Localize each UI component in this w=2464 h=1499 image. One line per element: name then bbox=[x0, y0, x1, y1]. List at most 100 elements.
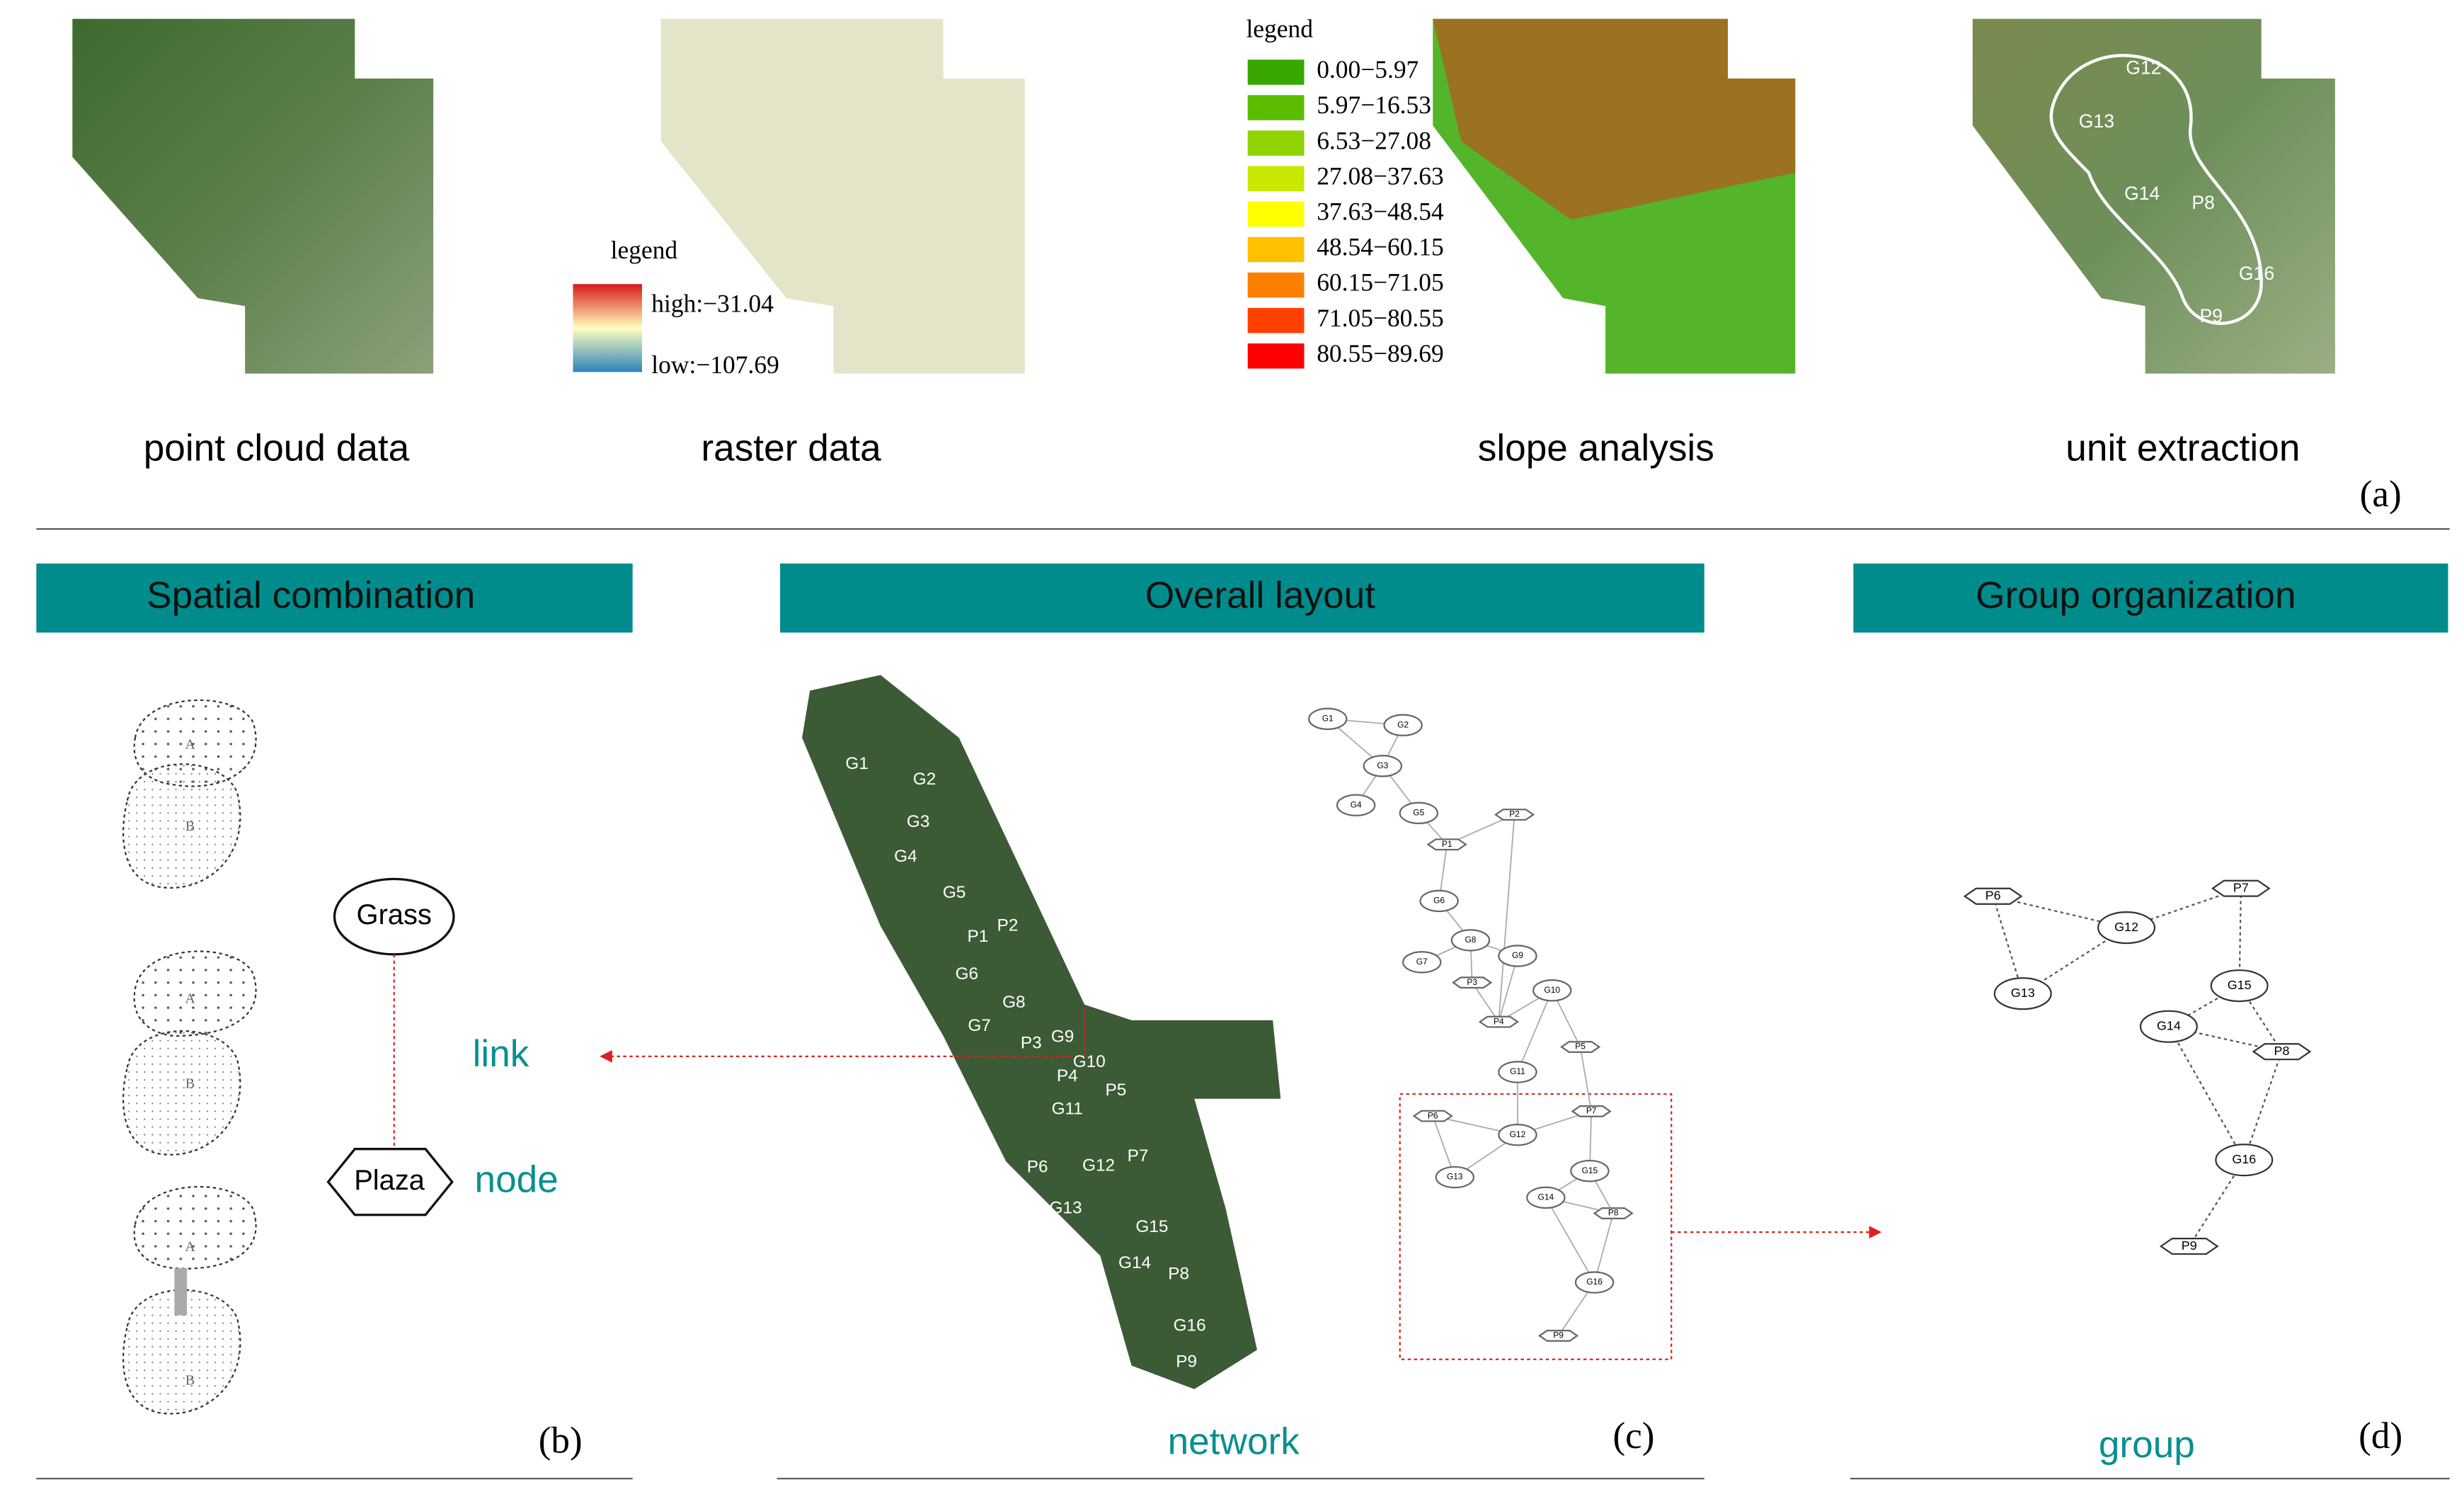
plaza-node bbox=[326, 1148, 454, 1216]
panel-label: (b) bbox=[539, 1420, 583, 1461]
hex-node bbox=[2211, 879, 2271, 897]
group-edge bbox=[1992, 896, 2024, 994]
ellipse-node bbox=[1363, 755, 1403, 777]
ellipse-node bbox=[1526, 1186, 1566, 1209]
node-label: Plaza bbox=[354, 1165, 425, 1196]
legend-swatch bbox=[1247, 95, 1305, 120]
map-label: G11 bbox=[1052, 1100, 1083, 1119]
hex-node bbox=[1593, 1207, 1634, 1219]
map-label: G3 bbox=[907, 812, 930, 831]
panel-a-images bbox=[72, 18, 2335, 374]
legend-label: 48.54−60.15 bbox=[1317, 233, 1444, 261]
unit-label: P9 bbox=[2199, 305, 2223, 326]
hex-node bbox=[1560, 1041, 1601, 1053]
node-label: P5 bbox=[1575, 1042, 1586, 1051]
hex-node bbox=[1478, 1015, 1519, 1028]
node-label: P4 bbox=[1494, 1016, 1504, 1026]
header-text: Group organization bbox=[1976, 575, 2296, 617]
ellipse-node bbox=[2139, 1010, 2198, 1043]
point-cloud-image bbox=[72, 18, 434, 374]
header-box bbox=[780, 563, 1704, 633]
image-caption: raster data bbox=[701, 427, 881, 469]
area-letter: A bbox=[185, 1239, 195, 1255]
ellipse-node bbox=[1532, 979, 1572, 1002]
map-label: G13 bbox=[1049, 1198, 1082, 1217]
raster-image bbox=[660, 18, 1025, 374]
ellipse-node bbox=[2097, 911, 2156, 945]
area-b bbox=[122, 1030, 241, 1156]
area-letter: A bbox=[185, 991, 195, 1007]
ellipse-node bbox=[1419, 889, 1459, 913]
header-box bbox=[36, 563, 633, 633]
ellipse-node bbox=[1308, 707, 1348, 731]
network-edge bbox=[1579, 1047, 1593, 1112]
map-label: P8 bbox=[1168, 1264, 1189, 1283]
node-label: G3 bbox=[1377, 760, 1388, 770]
map-label: G15 bbox=[1135, 1217, 1168, 1236]
hex-node bbox=[1538, 1330, 1579, 1342]
legend-label: 37.63−48.54 bbox=[1317, 198, 1444, 226]
image-caption: point cloud data bbox=[144, 427, 410, 469]
unit-label: G14 bbox=[2124, 183, 2160, 204]
caption: network bbox=[1168, 1420, 1300, 1462]
map-label: P3 bbox=[1021, 1034, 1042, 1053]
legend-label: low:−107.69 bbox=[651, 350, 779, 379]
node-label: P8 bbox=[2274, 1044, 2290, 1058]
legend-swatch bbox=[1247, 166, 1305, 192]
hex-node bbox=[1412, 1110, 1453, 1122]
area-letter: B bbox=[185, 1372, 195, 1388]
network-edge bbox=[1498, 814, 1515, 1022]
ellipse-node bbox=[1570, 1159, 1610, 1182]
node-label: G16 bbox=[2232, 1152, 2256, 1166]
map-label: G14 bbox=[1118, 1253, 1151, 1272]
network-edge bbox=[1545, 1197, 1595, 1283]
legend-swatch bbox=[1247, 236, 1305, 263]
node-label: Grass bbox=[357, 899, 432, 930]
ellipse-node bbox=[1498, 945, 1537, 967]
hex-node bbox=[1426, 838, 1467, 851]
map-label: P7 bbox=[1128, 1146, 1149, 1165]
unit-image bbox=[1972, 18, 2335, 374]
ellipse-node bbox=[1574, 1271, 1615, 1294]
slope-hotspots bbox=[1433, 18, 1796, 220]
image-caption: unit extraction bbox=[2065, 427, 2300, 469]
node-label: P7 bbox=[1586, 1106, 1597, 1116]
panel-b-shapes bbox=[122, 699, 257, 1415]
node-label: G7 bbox=[1416, 957, 1428, 967]
ellipse-node bbox=[1498, 1123, 1537, 1146]
node-label: G16 bbox=[1586, 1277, 1603, 1287]
legend-swatch bbox=[1247, 307, 1305, 334]
panel-label: (d) bbox=[2359, 1415, 2402, 1457]
node-label: P1 bbox=[1442, 839, 1452, 849]
ellipse-node bbox=[1498, 1061, 1537, 1083]
network-edge bbox=[1593, 1213, 1615, 1283]
node-label: G13 bbox=[2011, 986, 2035, 1000]
node-label: G12 bbox=[2114, 920, 2138, 934]
unit-label: G12 bbox=[2126, 57, 2161, 79]
node-label: P9 bbox=[2182, 1238, 2197, 1253]
area-a bbox=[133, 1185, 257, 1270]
map-label: G8 bbox=[1002, 993, 1026, 1012]
node-label: P3 bbox=[1467, 977, 1477, 987]
node-label: G4 bbox=[1351, 799, 1362, 809]
map-label: G7 bbox=[968, 1016, 991, 1035]
map-label: P9 bbox=[1176, 1352, 1197, 1372]
unit-label: G16 bbox=[2239, 263, 2274, 284]
area-a bbox=[133, 950, 257, 1037]
satellite-map bbox=[802, 675, 1281, 1389]
link-label: link bbox=[473, 1033, 529, 1075]
node-label: P8 bbox=[1608, 1208, 1619, 1218]
header-text: Spatial combination bbox=[147, 575, 475, 617]
node-label: G14 bbox=[2157, 1018, 2181, 1032]
group-edge bbox=[2188, 1159, 2245, 1247]
hex-node bbox=[1494, 809, 1535, 821]
ellipse-node bbox=[1993, 977, 2052, 1010]
node-label: G10 bbox=[1544, 985, 1560, 995]
map-label: P1 bbox=[967, 927, 988, 946]
ellipse-node bbox=[1336, 794, 1376, 816]
hex-node bbox=[1571, 1105, 1612, 1117]
node-label: G11 bbox=[1510, 1066, 1525, 1076]
area-letter: A bbox=[185, 737, 195, 753]
network-edge bbox=[1517, 990, 1553, 1073]
